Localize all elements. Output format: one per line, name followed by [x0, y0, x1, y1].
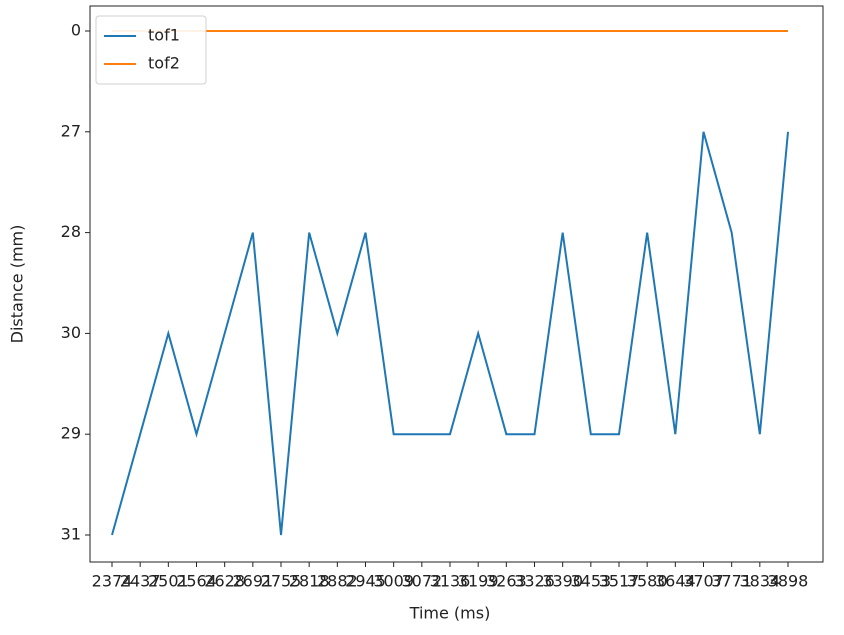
x-axis-label: Time (ms)	[409, 604, 491, 623]
legend-label: tof1	[148, 26, 180, 45]
x-tick-label: 2628	[204, 572, 245, 591]
x-tick-label: 3009	[373, 572, 414, 591]
x-tick-label: 3580	[627, 572, 668, 591]
y-axis-label: Distance (mm)	[8, 225, 27, 344]
x-tick-label: 2564	[176, 572, 217, 591]
y-tick-label: 28	[61, 222, 81, 241]
x-tick-label: 3898	[768, 572, 809, 591]
x-tick-label: 3771	[711, 572, 752, 591]
plot-frame	[89, 5, 824, 563]
x-tick-label: 2501	[148, 572, 189, 591]
y-tick-label: 30	[61, 323, 81, 342]
x-tick-label: 3263	[486, 572, 527, 591]
x-tick-label: 3326	[514, 572, 555, 591]
x-tick-label: 3517	[599, 572, 640, 591]
y-tick-label: 27	[61, 121, 81, 140]
y-tick-label: 0	[71, 21, 81, 40]
x-tick-label: 3453	[570, 572, 611, 591]
x-tick-label: 3644	[655, 572, 696, 591]
x-tick-label: 3707	[683, 572, 724, 591]
x-tick-label: 3136	[430, 572, 471, 591]
x-tick-label: 2945	[345, 572, 386, 591]
x-tick-label: 2437	[120, 572, 161, 591]
x-tick-label: 2374	[92, 572, 133, 591]
x-tick-label: 3072	[401, 572, 442, 591]
x-tick-label: 2755	[261, 572, 302, 591]
y-tick-label: 29	[61, 424, 81, 443]
x-tick-label: 2882	[317, 572, 358, 591]
y-tick-label: 31	[61, 525, 81, 544]
x-tick-label: 2691	[232, 572, 273, 591]
line-series	[111, 131, 789, 536]
x-tick-label: 3199	[458, 572, 499, 591]
legend-label: tof2	[148, 54, 180, 73]
x-tick-label: 2818	[289, 572, 330, 591]
x-tick-label: 3390	[542, 572, 583, 591]
legend-box	[95, 15, 207, 85]
x-tick-label: 3834	[739, 572, 780, 591]
